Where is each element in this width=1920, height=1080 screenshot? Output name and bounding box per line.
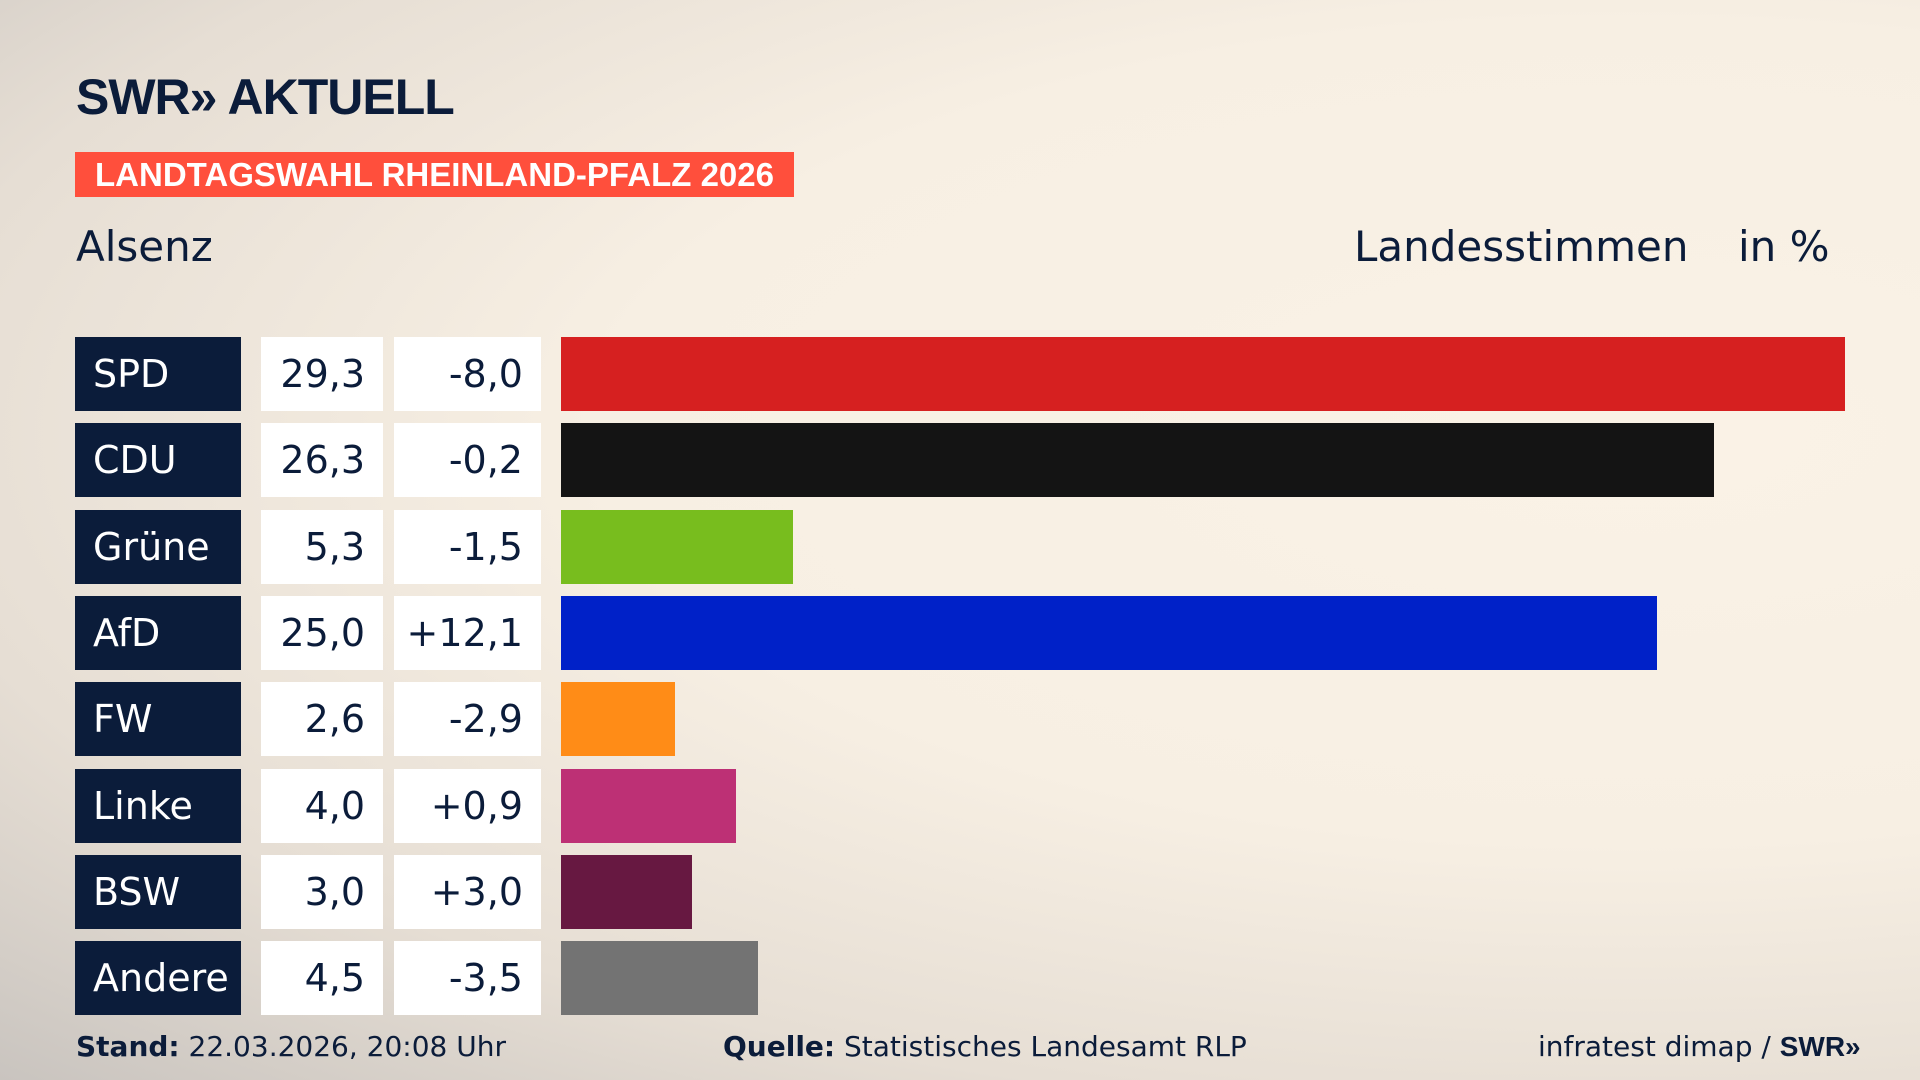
bar [561,595,1657,670]
change-label: +0,9 [394,768,541,843]
timestamp: Stand: 22.03.2026, 20:08 Uhr [76,1030,506,1063]
measure-label: Landesstimmen [1354,222,1689,271]
change-label: -3,5 [394,941,541,1016]
party-label: Linke [75,768,241,843]
change-label: +3,0 [394,854,541,929]
change-label: +12,1 [394,595,541,670]
credit: infratest dimap / SWR» [1538,1030,1861,1063]
bar [561,509,794,584]
value-label: 5,3 [261,509,383,584]
value-label: 29,3 [261,337,383,411]
party-label: Grüne [75,509,241,584]
region-title: Alsenz [76,222,213,271]
party-label: FW [75,682,241,757]
change-label: -1,5 [394,509,541,584]
change-label: -0,2 [394,423,541,498]
value-label: 3,0 [261,854,383,929]
swr-aktuell-logo: SWR» AKTUELL [76,69,455,125]
source-label: Quelle: [723,1030,836,1063]
source-value: Statistisches Landesamt RLP [844,1030,1247,1063]
bar [561,337,1845,411]
bar [561,768,737,843]
bar [561,854,693,929]
bar [561,423,1714,498]
value-label: 4,5 [261,941,383,1016]
change-label: -8,0 [394,337,541,411]
election-banner: LANDTAGSWAHL RHEINLAND-PFALZ 2026 [75,152,794,197]
source: Quelle: Statistisches Landesamt RLP [723,1030,1247,1063]
stand-value: 22.03.2026, 20:08 Uhr [188,1030,506,1063]
bar [561,682,675,757]
unit-label: in % [1738,222,1830,271]
value-label: 25,0 [261,595,383,670]
party-label: SPD [75,337,241,411]
party-label: CDU [75,423,241,498]
value-label: 2,6 [261,682,383,757]
bar [561,941,759,1016]
swr-logo: SWR» [1779,1031,1861,1062]
credit-text: infratest dimap / [1538,1030,1771,1063]
party-label: BSW [75,854,241,929]
change-label: -2,9 [394,682,541,757]
party-label: AfD [75,595,241,670]
party-label: Andere [75,941,241,1016]
value-label: 4,0 [261,768,383,843]
stand-label: Stand: [76,1030,180,1063]
value-label: 26,3 [261,423,383,498]
